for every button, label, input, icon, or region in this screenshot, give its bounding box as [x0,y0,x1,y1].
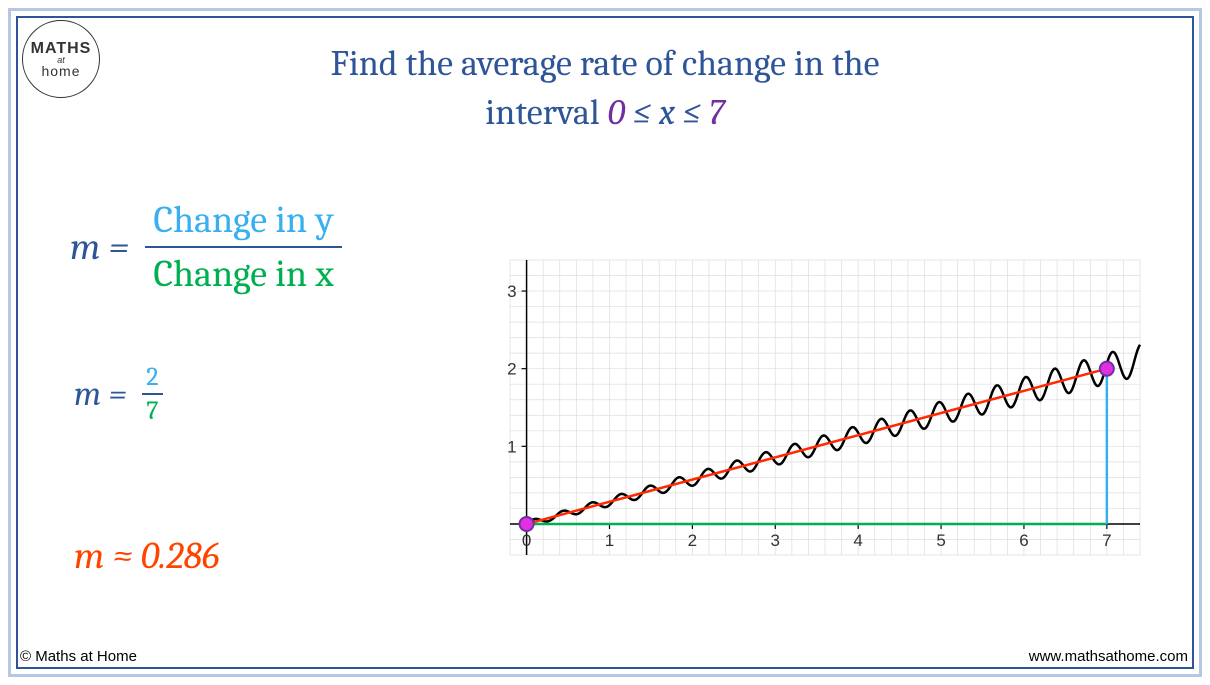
svg-text:4: 4 [853,531,862,550]
svg-text:6: 6 [1019,531,1028,550]
svg-text:3: 3 [507,282,516,301]
svg-text:3: 3 [771,531,780,550]
formula-fraction: Change in y Change in x [145,198,341,296]
interval-upper-bound: 7 [709,92,725,133]
footer-url: www.mathsathome.com [1029,648,1188,665]
footer-copyright: © Maths at Home [20,648,137,665]
interval-lower-bound: 0 [608,92,626,133]
formula-substituted: m = 2 7 [74,362,163,426]
formula-definition: m = Change in y Change in x [70,198,342,296]
inner-border: MATHS at home Find the average rate of c… [16,16,1194,669]
title-line-2: interval 0 ≤ x ≤ 7 [18,89,1192,138]
svg-text:7: 7 [1102,531,1111,550]
rate-of-change-chart: 0 1 2 3 4 5 6 7 1 2 3 [470,250,1150,580]
formula-lhs: m = [70,225,129,269]
interval-variable: x [659,92,675,133]
numerator-value: 2 [142,362,162,395]
formula-result: m ≈ 0.286 [74,534,219,578]
page-title: Find the average rate of change in the i… [18,40,1192,137]
numerator-change-in-y: Change in y [145,198,341,248]
svg-text:2: 2 [507,360,516,379]
svg-text:5: 5 [936,531,945,550]
title-line-1: Find the average rate of change in the [18,40,1192,89]
formula-fraction-numeric: 2 7 [142,362,162,426]
svg-text:0: 0 [522,531,531,550]
svg-text:1: 1 [507,437,516,456]
denominator-value: 7 [142,395,162,426]
denominator-change-in-x: Change in x [145,248,341,296]
svg-text:1: 1 [605,531,614,550]
svg-text:2: 2 [688,531,697,550]
